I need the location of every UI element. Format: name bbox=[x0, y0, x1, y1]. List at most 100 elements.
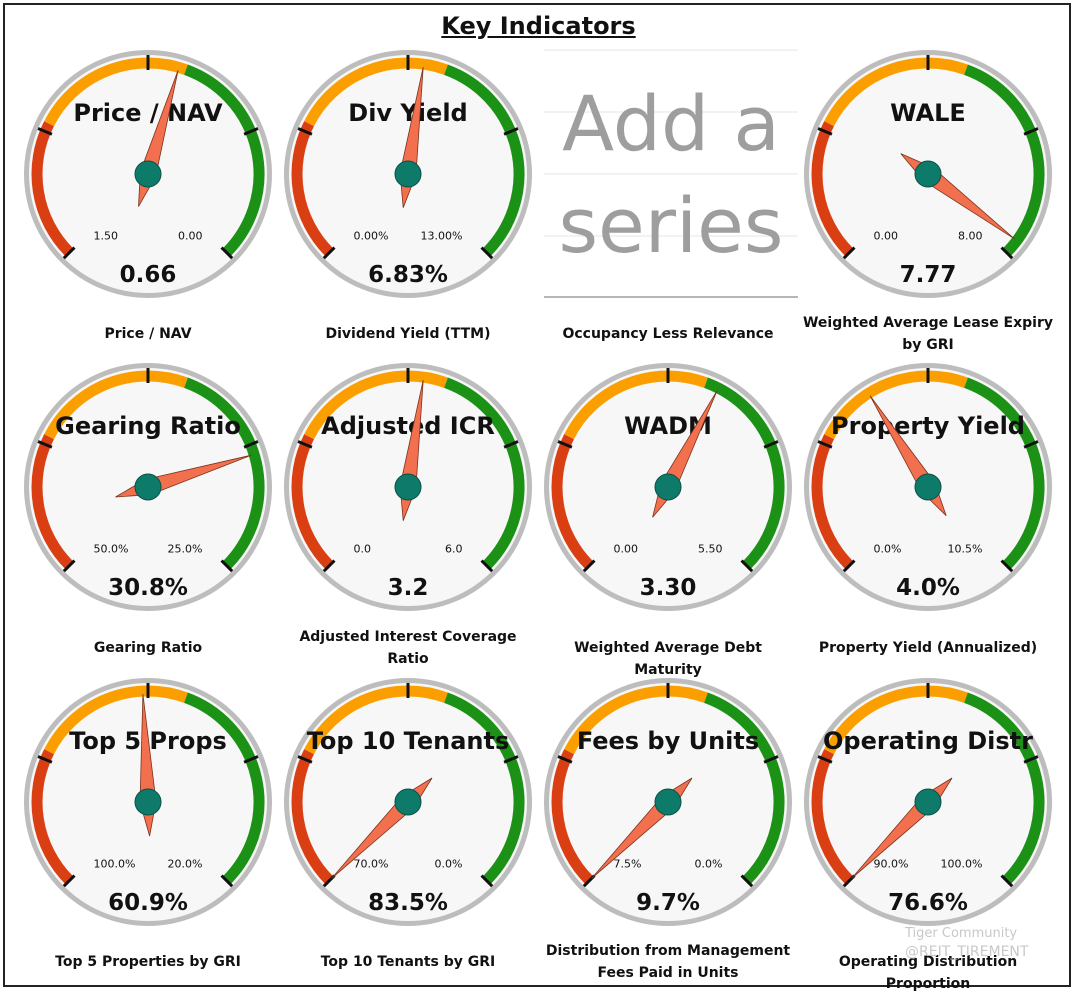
gauge-min-label: 0.0 bbox=[354, 542, 372, 555]
gauge-tick bbox=[763, 440, 779, 449]
gauge-caption: Top 10 Tenants by GRI bbox=[320, 954, 496, 970]
gauge-title: Fees by Units bbox=[577, 727, 759, 755]
gauge-value-label: 30.8% bbox=[108, 575, 188, 601]
gauge-tick bbox=[480, 874, 494, 888]
gauge-hub bbox=[394, 788, 422, 816]
gauge-min-label: 90.0% bbox=[874, 857, 909, 870]
gauge-min-label: 70.0% bbox=[354, 857, 389, 870]
gauge-tick bbox=[1000, 559, 1014, 573]
gauge-tick bbox=[582, 559, 596, 573]
gauge-tick bbox=[763, 755, 779, 764]
gauge-tick bbox=[322, 559, 336, 573]
gauge-hub bbox=[394, 160, 422, 188]
gauge-title: Gearing Ratio bbox=[55, 412, 241, 440]
gauge-band bbox=[551, 749, 594, 885]
gauge-max-label: 0.0% bbox=[435, 857, 463, 870]
gauge-band bbox=[31, 121, 74, 257]
gauge-max-label: 5.50 bbox=[698, 542, 723, 555]
gauge-value-label: 3.2 bbox=[388, 575, 429, 601]
gauge-max-label: 25.0% bbox=[168, 542, 203, 555]
gauge-hub bbox=[134, 788, 162, 816]
placeholder-caption: Occupancy Less Relevance bbox=[562, 326, 774, 342]
gauge-tick bbox=[1000, 874, 1014, 888]
gauge-value-label: 4.0% bbox=[896, 575, 960, 601]
gauge-band bbox=[291, 121, 334, 257]
gauge-band bbox=[704, 377, 785, 570]
gauge-tick bbox=[817, 127, 833, 136]
gauge-max-label: 0.0% bbox=[695, 857, 723, 870]
gauge-caption: Adjusted Interest Coverage Ratio bbox=[299, 629, 517, 667]
gauge: Price / NAV 1.50 0.00 0.66 bbox=[24, 50, 272, 298]
gauge-caption: Dividend Yield (TTM) bbox=[325, 326, 491, 342]
watermark-brand: Tiger Community bbox=[905, 926, 1018, 941]
gauge-band bbox=[564, 685, 708, 755]
gauge-band bbox=[304, 685, 448, 755]
gauge-tick bbox=[480, 559, 494, 573]
gauge-band bbox=[824, 685, 968, 755]
gauge-hub bbox=[134, 160, 162, 188]
gauge: Div Yield 0.00% 13.00% 6.83% bbox=[284, 50, 532, 298]
gauge: Operating Distr 90.0% 100.0% 76.6% bbox=[804, 678, 1052, 926]
gauge-tick bbox=[842, 559, 856, 573]
gauge-tick bbox=[1000, 246, 1014, 260]
gauge-min-label: 7.5% bbox=[614, 857, 642, 870]
gauge-tick bbox=[37, 440, 53, 449]
gauge-max-label: 20.0% bbox=[168, 857, 203, 870]
gauge-band bbox=[291, 749, 334, 885]
gauge-band bbox=[824, 57, 968, 127]
gauge-hub bbox=[654, 788, 682, 816]
gauge-band bbox=[304, 370, 448, 440]
gauge: Fees by Units 7.5% 0.0% 9.7% bbox=[544, 678, 792, 926]
gauge-value-label: 83.5% bbox=[368, 890, 448, 916]
gauge-tick bbox=[243, 440, 259, 449]
gauge-band bbox=[964, 64, 1045, 257]
gauge-tick bbox=[220, 559, 234, 573]
gauge-tick bbox=[480, 246, 494, 260]
gauge-band bbox=[564, 370, 708, 440]
gauge-value-label: 60.9% bbox=[108, 890, 188, 916]
gauge-hub bbox=[394, 473, 422, 501]
gauge-caption: Weighted Average Lease Expiry by GRI bbox=[802, 315, 1054, 353]
page-title: Key Indicators bbox=[441, 12, 636, 40]
gauge-title: Adjusted ICR bbox=[321, 412, 495, 440]
gauge-value-label: 76.6% bbox=[888, 890, 968, 916]
gauge-tick bbox=[297, 755, 313, 764]
gauge-tick bbox=[503, 440, 519, 449]
gauge-title: WALE bbox=[890, 99, 966, 127]
gauge-min-label: 50.0% bbox=[94, 542, 129, 555]
gauge-min-label: 0.00 bbox=[874, 229, 899, 242]
gauge-hub bbox=[134, 473, 162, 501]
gauge-band bbox=[444, 692, 525, 885]
gauge-min-label: 0.00 bbox=[614, 542, 639, 555]
gauge-band bbox=[964, 377, 1045, 570]
gauge-band bbox=[444, 377, 525, 570]
gauge-band bbox=[811, 121, 854, 257]
empty-chart-placeholder: Add a series bbox=[544, 49, 798, 298]
gauge-tick bbox=[37, 127, 53, 136]
gauge-band bbox=[184, 692, 265, 885]
gauge-tick bbox=[817, 440, 833, 449]
gauge-band bbox=[304, 57, 448, 127]
gauge-tick bbox=[557, 440, 573, 449]
gauge-band bbox=[811, 434, 854, 570]
gauge-band bbox=[551, 434, 594, 570]
gauge-hub bbox=[914, 788, 942, 816]
gauge-value-label: 3.30 bbox=[640, 575, 697, 601]
gauge-tick bbox=[62, 559, 76, 573]
gauge-max-label: 6.0 bbox=[445, 542, 463, 555]
gauge: Gearing Ratio 50.0% 25.0% 30.8% bbox=[24, 363, 272, 611]
gauge: WALE 0.00 8.00 7.77 bbox=[804, 50, 1052, 298]
gauge-tick bbox=[62, 246, 76, 260]
gauge-caption: Property Yield (Annualized) bbox=[818, 640, 1038, 656]
dashboard-frame bbox=[3, 3, 1071, 987]
gauge-value-label: 9.7% bbox=[636, 890, 700, 916]
gauge-value-label: 0.66 bbox=[120, 262, 177, 288]
placeholder-line-2: series bbox=[558, 181, 783, 270]
gauge-hub bbox=[654, 473, 682, 501]
gauge: Top 10 Tenants 70.0% 0.0% 83.5% bbox=[284, 678, 532, 926]
watermark: Tiger Community @REIT_TIREMENT bbox=[905, 925, 1028, 961]
gauge-band bbox=[704, 692, 785, 885]
